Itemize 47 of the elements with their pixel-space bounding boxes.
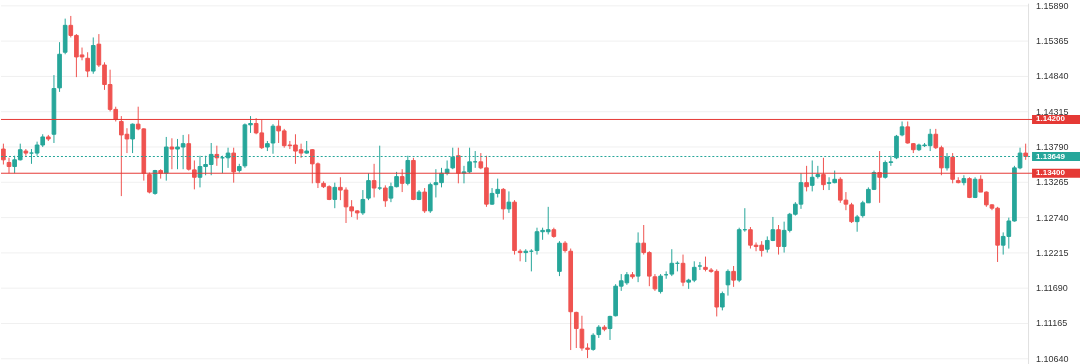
ref-line-label: 1.13649 — [1036, 151, 1066, 161]
candlestick — [720, 291, 725, 311]
ref-line-label: 1.14200 — [1036, 114, 1066, 124]
candlestick — [680, 254, 686, 287]
candlestick — [360, 189, 366, 216]
candlestick — [231, 147, 236, 184]
candlestick — [809, 159, 815, 192]
candlestick — [506, 190, 512, 214]
y-tick-label: 1.12740 — [1036, 212, 1069, 223]
candlestick — [456, 147, 461, 184]
candlestick — [961, 174, 967, 186]
candlestick — [85, 51, 90, 78]
ref-line-label: 1.13400 — [1036, 168, 1066, 178]
candlestick — [444, 159, 450, 176]
candlestick — [169, 137, 175, 170]
candlestick — [152, 169, 158, 196]
candlestick — [821, 157, 826, 191]
y-tick-label: 1.12215 — [1036, 247, 1069, 258]
candlestick — [658, 273, 663, 295]
y-tick-label: 1.14315 — [1036, 106, 1069, 117]
candlestick — [130, 123, 135, 154]
y-tick-label: 1.11165 — [1036, 318, 1068, 329]
y-tick-label: 1.15365 — [1036, 36, 1069, 47]
candlestick — [804, 165, 809, 192]
candlestick — [500, 187, 506, 221]
candlestick — [950, 152, 955, 184]
candlestick — [422, 187, 427, 214]
candlestick — [6, 157, 12, 174]
y-tick-label: 1.10640 — [1036, 353, 1069, 364]
candlestick — [366, 172, 371, 201]
y-tick-label: 1.13265 — [1036, 177, 1069, 188]
candlestick — [877, 150, 882, 204]
candlestick — [332, 182, 338, 209]
candlestick — [399, 168, 405, 193]
candlestick — [517, 248, 523, 262]
candlestick — [1, 143, 6, 165]
y-tick-label: 1.13790 — [1036, 142, 1069, 153]
y-tick-label: 1.11690 — [1036, 283, 1068, 294]
candlestick — [731, 265, 736, 288]
candlestick — [697, 261, 703, 271]
candlestick — [725, 268, 731, 297]
candlestick — [573, 311, 579, 349]
candlestick — [383, 184, 388, 208]
candlestick — [776, 224, 781, 256]
y-tick-label: 1.15890 — [1036, 0, 1069, 11]
candlestick — [371, 163, 377, 198]
y-tick-label: 1.14840 — [1036, 71, 1069, 82]
